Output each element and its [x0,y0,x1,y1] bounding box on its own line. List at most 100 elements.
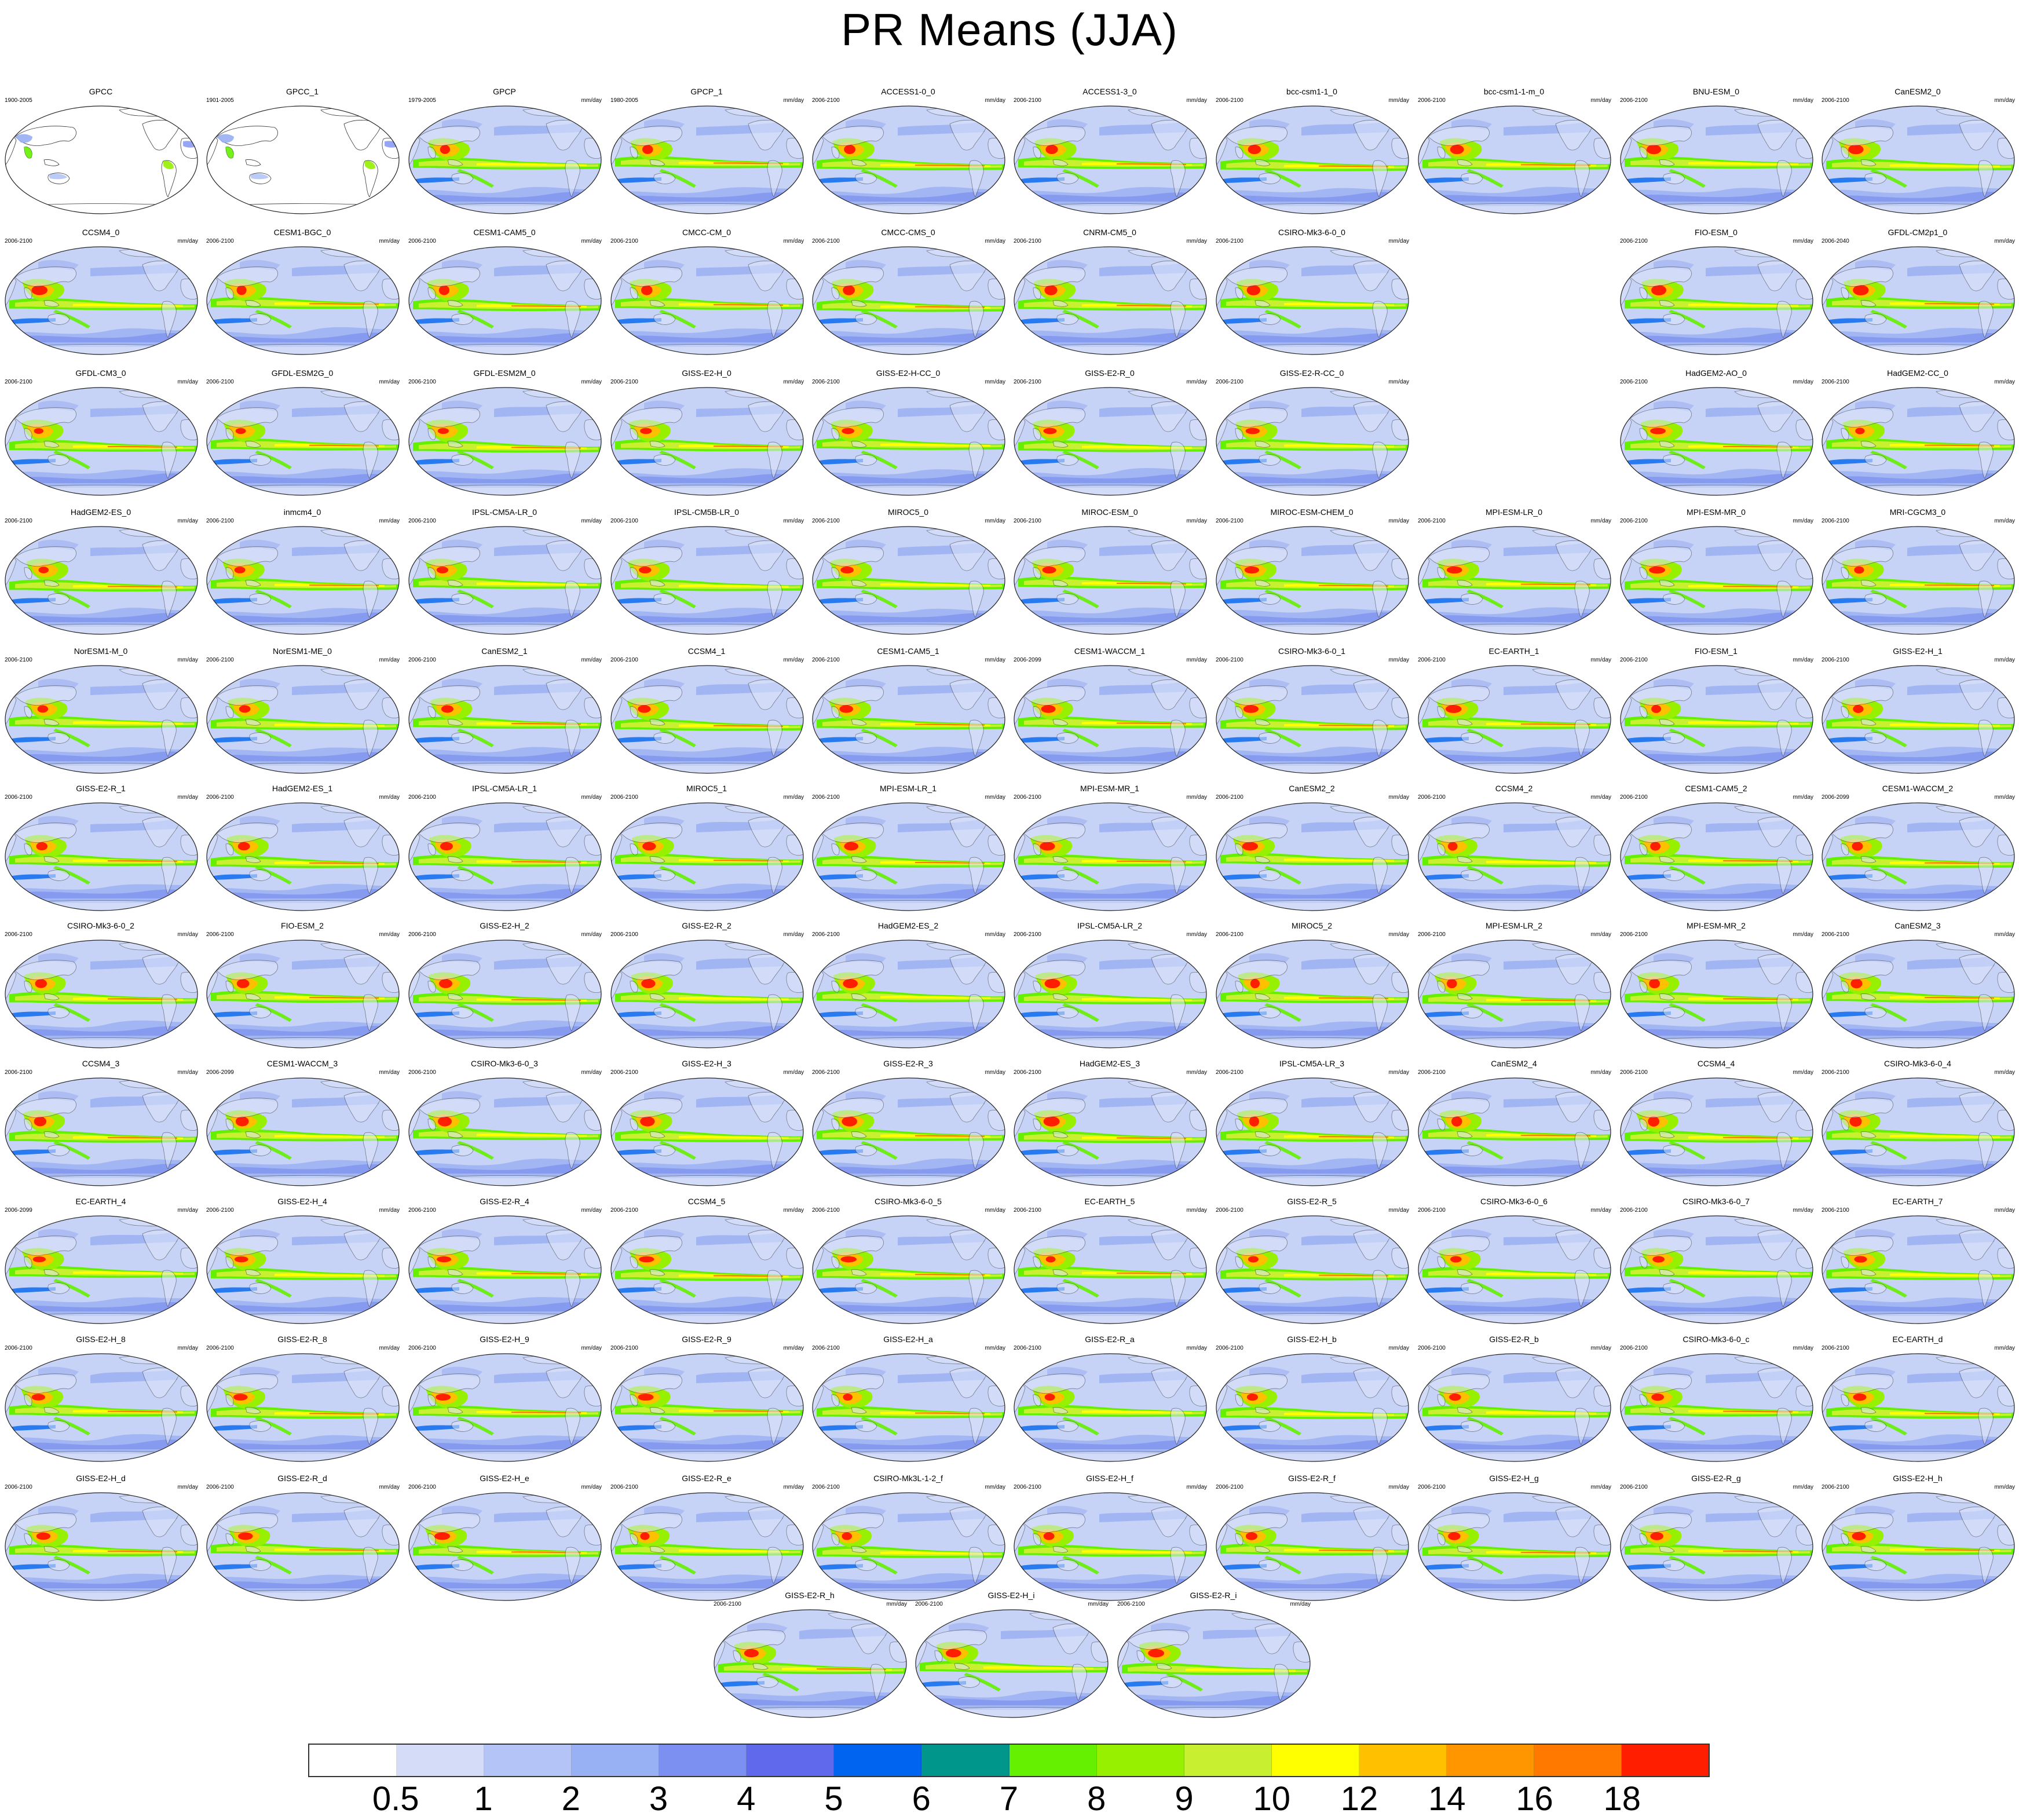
map-panel: MIROC5_1 2006-2100 mm/day [606,784,807,915]
colorbar-labels: 0.5 1 2 3 4 5 6 7 8 9 10 12 14 16 18 [308,1777,1710,1818]
panel-title: FIO-ESM_1 [1695,646,1738,656]
panel-title: CMCC-CM_0 [682,228,731,237]
panel-title: CSIRO-Mk3-6-0_2 [67,921,134,930]
map-panel: GISS-E2-H_9 2006-2100 mm/day [404,1335,605,1465]
panel-years: 2006-2100 [812,238,840,244]
panel-years: 2006-2100 [1822,97,1849,104]
panel-years: 2006-2100 [1620,379,1648,385]
panel-years: 2006-2100 [812,931,840,938]
panel-title: MIROC-ESM-CHEM_0 [1270,507,1354,517]
panel-title: CCSM4_1 [687,646,726,656]
panel-years: 2006-2100 [1014,794,1041,801]
panel-years: 2006-2100 [610,1069,638,1076]
panel-title: CSIRO-Mk3-6-0_1 [1278,646,1345,656]
map-plot [1620,387,1813,496]
map-panel: HadGEM2-ES_3 2006-2100 mm/day [1009,1059,1210,1190]
panel-years: 2006-2100 [1620,1207,1648,1214]
panel-unit: mm/day [1186,1345,1207,1351]
panel-years: 2006-2100 [1822,657,1849,663]
map-plot [1620,1077,1813,1186]
map-panel: GISS-E2-H_8 2006-2100 mm/day [0,1335,202,1465]
panel-title: CMCC-CMS_0 [881,228,935,237]
map-panel: MPI-ESM-MR_1 2006-2100 mm/day [1009,784,1210,915]
map-panel: GISS-E2-H_h 2006-2100 mm/day [1817,1474,2018,1605]
map-plot [1822,105,2015,214]
panel-unit: mm/day [581,518,602,524]
map-plot [610,387,804,496]
panel-years: 2006-2100 [812,794,840,801]
panel-title: GISS-E2-R_b [1489,1335,1539,1344]
panel-title: GISS-E2-R_f [1288,1474,1336,1483]
map-panel: MPI-ESM-LR_1 2006-2100 mm/day [807,784,1009,915]
map-plot [5,1215,198,1324]
panel-title: GISS-E2-H_h [1893,1474,1943,1483]
map-panel: MIROC-ESM_0 2006-2100 mm/day [1009,507,1210,638]
colorbar-label: 4 [737,1780,756,1818]
panel-unit: mm/day [379,794,400,801]
panel-years: 2006-2100 [408,379,436,385]
map-plot [1216,1215,1409,1324]
map-plot [408,526,602,635]
panel-title: GISS-E2-H-CC_0 [876,368,941,378]
panel-unit: mm/day [1290,1601,1311,1607]
panel-years: 2006-2100 [1216,379,1243,385]
panel-unit: mm/day [1793,931,1813,938]
colorbar-box [1446,1745,1534,1776]
map-plot [1822,387,2015,496]
map-plot [1014,1353,1207,1462]
panel-title: CCSM4_0 [82,228,120,237]
panel-unit: mm/day [1388,794,1409,801]
panel-unit: mm/day [1994,518,2015,524]
panel-title: IPSL-CM5A-LR_1 [471,784,537,793]
map-plot [1418,105,1611,214]
panel-unit: mm/day [1793,238,1813,244]
panel-years: 2006-2100 [408,238,436,244]
panel-unit: mm/day [783,1069,804,1076]
panel-title: CESM1-WACCM_3 [266,1059,338,1068]
map-panel: HadGEM2-ES_1 2006-2100 mm/day [202,784,403,915]
panel-unit: mm/day [985,379,1005,385]
map-plot [206,802,400,911]
panel-title: CSIRO-Mk3-6-0_4 [1884,1059,1951,1068]
panel-unit: mm/day [1994,657,2015,663]
map-panel: GPCC 1900-2005 [0,87,202,218]
panel-unit: mm/day [177,379,198,385]
panel-years: 2006-2100 [1216,657,1243,663]
colorbar-box [1534,1745,1622,1776]
panel-unit: mm/day [1994,379,2015,385]
panel-years: 2006-2100 [1822,1207,1849,1214]
panel-years: 2006-2100 [1216,518,1243,524]
panel-title: GISS-E2-H_0 [682,368,731,378]
panel-title: CSIRO-Mk3-6-0_6 [1480,1197,1548,1206]
colorbar-box [572,1745,660,1776]
map-plot [1620,1215,1813,1324]
map-plot [610,1353,804,1462]
map-panel: HadGEM2-CC_0 2006-2100 mm/day [1817,368,2018,499]
map-plot [812,246,1005,355]
map-plot [1418,1492,1611,1601]
panel-unit: mm/day [1388,1345,1409,1351]
panel-unit: mm/day [177,794,198,801]
map-plot [812,1492,1005,1601]
map-panel: NorESM1-M_0 2006-2100 mm/day [0,646,202,777]
panel-years: 2006-2100 [1418,518,1446,524]
colorbar-box [921,1745,1010,1776]
map-panel: FIO-ESM_0 2006-2100 mm/day [1615,228,1817,359]
panel-unit: mm/day [1388,1069,1409,1076]
panel-years: 2006-2100 [206,518,234,524]
panel-unit: mm/day [1994,1207,2015,1214]
map-panel: MPI-ESM-MR_0 2006-2100 mm/day [1615,507,1817,638]
map-panel: EC-EARTH_4 2006-2099 mm/day [0,1197,202,1328]
panel-years: 2006-2100 [1014,379,1041,385]
map-plot [1216,1353,1409,1462]
map-panel: CSIRO-Mk3-6-0_1 2006-2100 mm/day [1211,646,1413,777]
map-plot [610,526,804,635]
panel-title: GISS-E2-H_a [883,1335,933,1344]
map-plot [610,1215,804,1324]
panel-unit: mm/day [379,379,400,385]
panel-years: 2006-2100 [408,1345,436,1351]
panel-years: 2006-2100 [1418,1207,1446,1214]
map-panel: GFDL-ESM2G_0 2006-2100 mm/day [202,368,403,499]
map-panel: GISS-E2-R_4 2006-2100 mm/day [404,1197,605,1328]
panel-title: MIROC5_2 [1291,921,1333,930]
